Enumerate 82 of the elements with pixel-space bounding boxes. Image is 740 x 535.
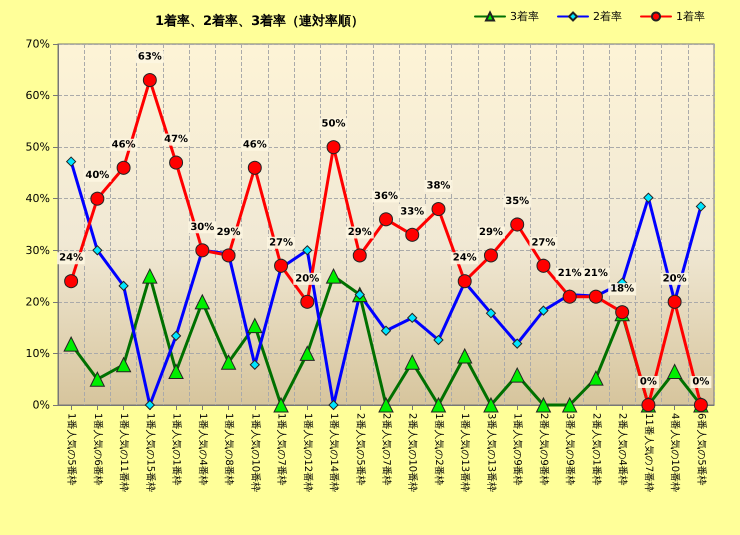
x-tick-label: 1番人気の6番枠 (92, 413, 104, 486)
point (379, 212, 393, 226)
point (300, 294, 314, 309)
y-tick-label: 0% (32, 398, 50, 412)
x-tick-label: 1番人気の4番枠 (196, 413, 209, 486)
x-tick-label: 2番人気の1番枠 (590, 413, 602, 486)
x-tick-label: 11番人気の7番枠 (642, 413, 655, 492)
data-label: 27% (531, 237, 556, 248)
data-label: 18% (610, 284, 634, 295)
data-label: 46% (242, 139, 267, 150)
data-label: 24% (452, 252, 477, 264)
point (274, 258, 288, 273)
data-label: 20% (662, 273, 687, 284)
point (169, 156, 184, 170)
point (484, 248, 498, 262)
point (248, 160, 262, 175)
x-tick-label: 4番人気の10番枠 (669, 413, 682, 492)
x-tick-label: 1番人気の9番枠 (512, 413, 524, 486)
data-label: 50% (322, 118, 346, 130)
data-label: 0% (640, 376, 657, 388)
x-tick-label: 1番人気の2番枠 (432, 413, 445, 486)
data-label: 35% (505, 196, 530, 207)
x-tick-label: 6番人気の5番枠 (695, 413, 708, 486)
x-tick-label: 1番人気の12番枠 (302, 413, 314, 492)
x-tick-label: 2番人気の5番枠 (354, 413, 366, 486)
point (431, 202, 446, 216)
data-label: 33% (400, 206, 424, 218)
data-label: 21% (584, 268, 608, 280)
chart-title: 1着率、2着率、3着率（連対率順） (155, 13, 364, 29)
point (222, 248, 236, 262)
data-label: 21% (558, 268, 582, 280)
point (326, 140, 341, 154)
x-tick-label: 2番人気の9番枠 (538, 413, 550, 486)
legend-label: 2着率 (593, 10, 622, 23)
x-tick-label: 1番人気の7番枠 (276, 413, 288, 486)
data-label: 40% (85, 170, 110, 182)
data-label: 36% (374, 190, 398, 202)
y-tick-label: 40% (26, 192, 50, 206)
point (536, 258, 550, 273)
x-tick-label: 1番人気の1番枠 (170, 413, 183, 486)
data-label: 0% (692, 376, 710, 388)
x-tick-label: 2番人気の10番枠 (406, 413, 419, 492)
point (588, 290, 603, 304)
x-tick-label: 1番人気の10番枠 (249, 413, 262, 492)
y-tick-label: 20% (26, 295, 50, 308)
data-label: 47% (164, 134, 188, 146)
point (142, 73, 157, 88)
point (405, 228, 420, 242)
x-tick-label: 1番人気の11番枠 (118, 413, 130, 492)
data-label: 63% (138, 52, 162, 63)
x-tick-label: 2番人気の4番枠 (616, 413, 629, 486)
point (562, 290, 577, 304)
x-tick-label: 1番人気の14番枠 (328, 413, 340, 492)
data-label: 30% (190, 222, 214, 233)
data-label: 29% (478, 226, 503, 238)
data-label: 29% (216, 226, 241, 238)
point (90, 192, 104, 206)
data-label: 29% (348, 226, 372, 238)
point (510, 218, 524, 232)
y-tick-label: 50% (26, 140, 50, 154)
data-label: 38% (426, 180, 450, 192)
x-tick-label: 1番人気の5番枠 (66, 413, 78, 486)
y-tick-label: 30% (26, 244, 50, 257)
y-tick-label: 10% (26, 346, 50, 360)
x-tick-label: 1番人気の15番枠 (144, 413, 156, 492)
point (116, 160, 131, 175)
x-tick-label: 3番人気の9番枠 (564, 413, 576, 486)
point (352, 248, 367, 262)
data-label: 46% (112, 139, 136, 150)
x-tick-label: 1番人気の8番枠 (223, 413, 236, 486)
point (64, 274, 78, 288)
legend-label: 1着率 (676, 10, 705, 23)
x-tick-label: 2番人気の7番枠 (380, 413, 392, 486)
legend-label: 3着率 (510, 10, 540, 23)
data-label: 27% (269, 237, 294, 248)
data-label: 20% (295, 273, 320, 284)
data-label: 24% (59, 252, 84, 264)
x-tick-label: 1番人気の13番枠 (459, 413, 472, 492)
y-tick-label: 70% (26, 38, 50, 50)
point (458, 274, 472, 288)
y-tick-label: 60% (26, 89, 50, 102)
x-tick-label: 3番人気の13番枠 (485, 413, 498, 492)
